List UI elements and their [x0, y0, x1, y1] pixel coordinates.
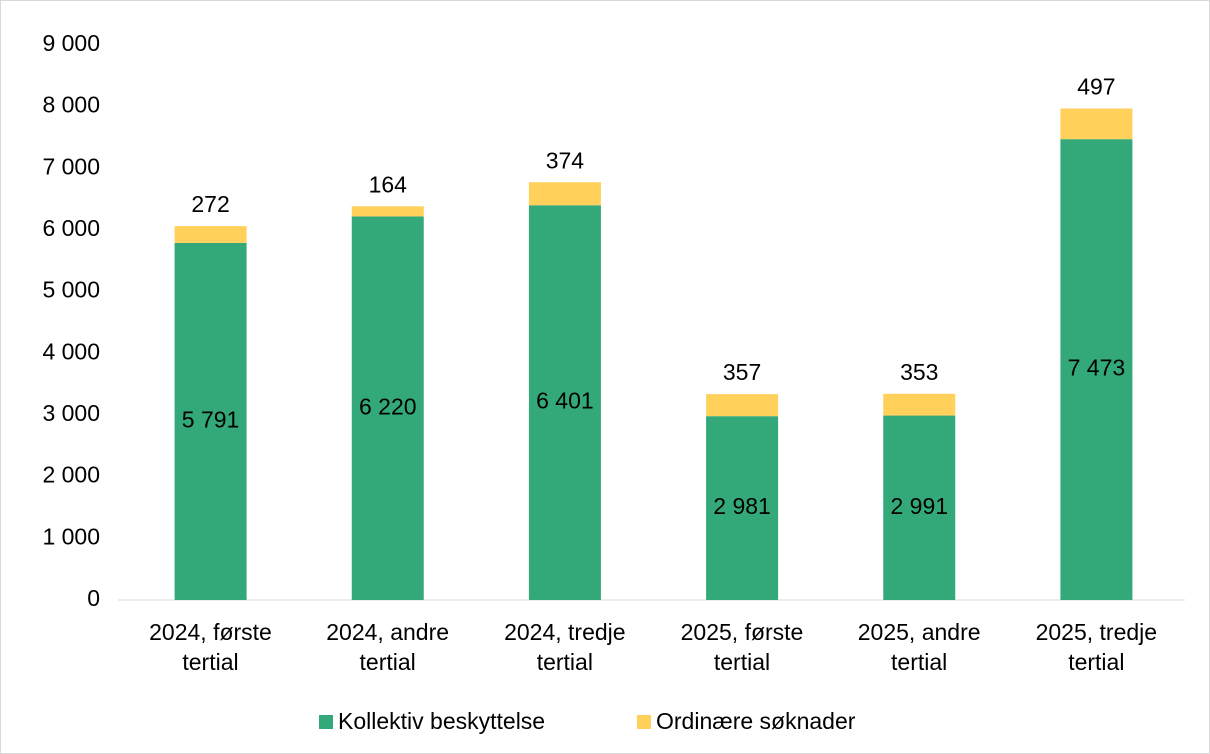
bar-segment [1060, 139, 1133, 601]
bar-segment [351, 216, 424, 600]
bar-segment [1060, 108, 1133, 140]
y-tick-label: 0 [87, 585, 100, 611]
data-label: 7 473 [1068, 355, 1126, 381]
bar-segment [706, 394, 779, 417]
x-tick-label: 2024, tredje tertial [504, 619, 626, 675]
y-tick-label: 3 000 [42, 400, 100, 426]
data-label: 357 [723, 359, 761, 385]
y-tick-label: 7 000 [42, 153, 100, 179]
x-tick-label: 2024, andre tertial [326, 619, 450, 675]
data-label: 497 [1077, 74, 1115, 100]
data-label: 2 991 [890, 493, 948, 519]
y-tick-label: 2 000 [42, 462, 100, 488]
data-label: 2 981 [713, 493, 771, 519]
bar-segment [528, 205, 601, 600]
legend-swatch [319, 715, 333, 729]
y-tick-label: 4 000 [42, 338, 100, 364]
y-tick-label: 9 000 [42, 30, 100, 56]
x-tick-label: 2024, første tertial [149, 619, 272, 675]
bar-segment [528, 182, 601, 206]
data-label: 164 [369, 171, 408, 197]
bar-segment [706, 416, 779, 600]
y-tick-label: 5 000 [42, 277, 100, 303]
legend-label: Kollektiv beskyttelse [338, 708, 545, 734]
data-label: 272 [191, 191, 229, 217]
data-label: 5 791 [182, 407, 240, 433]
data-label: 353 [900, 359, 938, 385]
x-tick-label: 2025, første tertial [680, 619, 804, 675]
y-tick-label: 1 000 [42, 523, 100, 549]
legend-swatch [637, 715, 651, 729]
bar-segment [174, 242, 247, 600]
bar-segment [174, 226, 247, 243]
y-tick-label: 6 000 [42, 215, 100, 241]
data-label: 6 220 [359, 393, 417, 419]
data-label: 6 401 [536, 388, 594, 414]
data-label: 374 [546, 147, 585, 173]
bar-segment [883, 393, 956, 416]
y-tick-label: 8 000 [42, 92, 100, 118]
bar-segment [351, 206, 424, 217]
x-tick-label: 2025, tredje tertial [1035, 619, 1158, 675]
bar-segment [883, 415, 956, 600]
legend-label: Ordinære søknader [656, 708, 856, 734]
x-tick-label: 2025, andre tertial [857, 619, 981, 675]
